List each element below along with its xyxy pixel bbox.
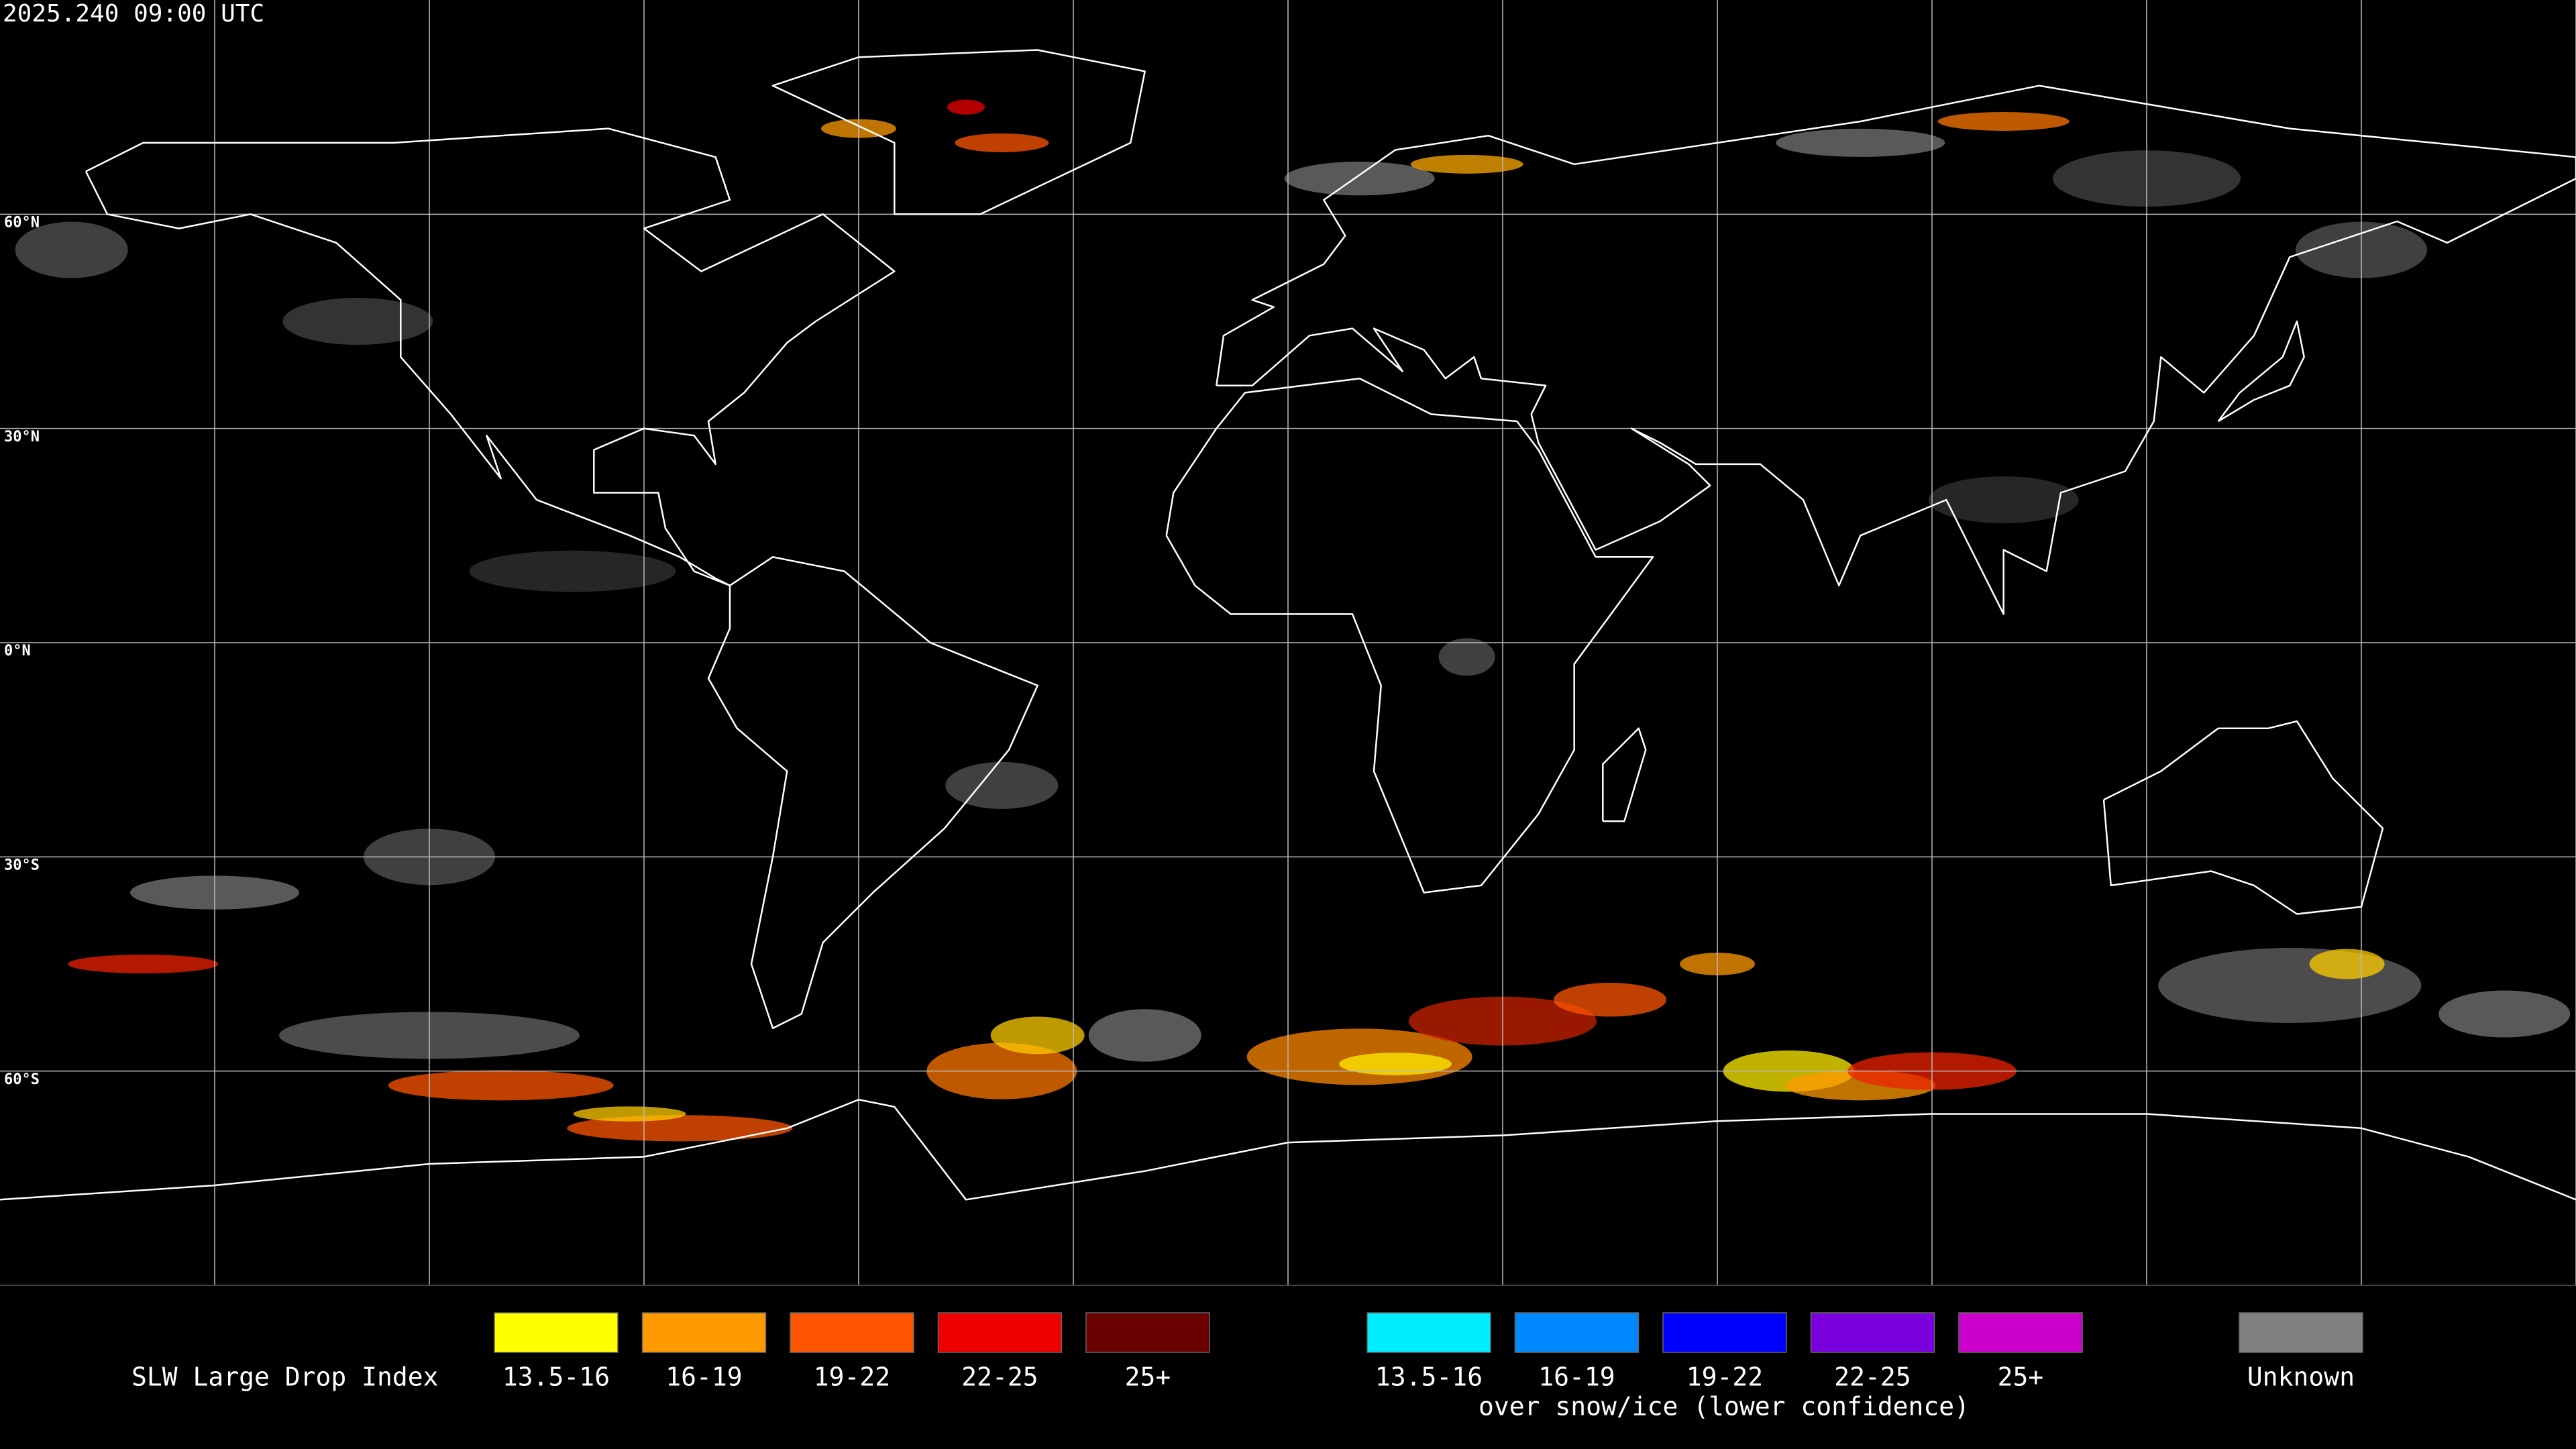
cloud-feature <box>2309 949 2385 979</box>
cloud-feature <box>573 1106 686 1122</box>
legend-swatch <box>641 1312 767 1353</box>
legend-label: 22-25 <box>961 1362 1038 1392</box>
legend-label: Unknown <box>2247 1362 2355 1392</box>
cloud-feature <box>1928 476 2079 524</box>
coastline-south-america <box>707 556 1038 1030</box>
cloud-feature <box>1776 128 1945 157</box>
cloud-feature <box>388 1070 614 1101</box>
cloud-feature <box>990 1016 1085 1055</box>
coastline-japan <box>2217 320 2305 423</box>
legend-swatch <box>1958 1312 2083 1353</box>
graticule: 60°N 30°N 0°N 30°S 60°S <box>0 0 2576 1285</box>
snow-note: over snow/ice (lower confidence) <box>1479 1392 1970 1421</box>
legend-label: 22-25 <box>1834 1362 1911 1392</box>
cloud-feature <box>1937 111 2070 131</box>
coastline-greenland <box>771 49 1146 215</box>
legend-title: SLW Large Drop Index <box>131 1362 439 1392</box>
cloud-feature <box>947 99 985 115</box>
coastline-australia <box>2102 720 2384 915</box>
cloud-layer <box>15 99 2571 1142</box>
legend-swatch <box>1662 1312 1787 1353</box>
cloud-feature <box>955 133 1049 152</box>
legend-label: 13.5-16 <box>1375 1362 1483 1392</box>
cloud-feature <box>282 298 433 345</box>
cloud-feature <box>469 550 676 592</box>
cloud-feature <box>1410 154 1523 174</box>
coastline-north-america <box>85 127 896 587</box>
cloud-feature <box>945 761 1059 809</box>
coastline-eurasia <box>1216 85 2576 615</box>
legend-label: 25+ <box>1998 1362 2044 1392</box>
legend-label: 19-22 <box>814 1362 890 1392</box>
latitude-label: 0°N <box>4 643 31 659</box>
cloud-feature <box>68 955 219 973</box>
legend-label: 13.5-16 <box>502 1362 610 1392</box>
legend-label: 19-22 <box>1686 1362 1763 1392</box>
cloud-feature <box>567 1115 793 1142</box>
cloud-feature <box>15 221 128 278</box>
cloud-feature <box>1284 161 1435 196</box>
cloud-feature <box>2438 990 2571 1038</box>
legend: SLW Large Drop Index over snow/ice (lowe… <box>131 1312 2363 1421</box>
coastline-africa <box>1165 377 1654 894</box>
legend-swatch <box>1810 1312 1935 1353</box>
cloud-feature <box>1438 638 1495 676</box>
coastlines <box>0 49 2576 1201</box>
legend-swatch <box>1366 1312 1491 1353</box>
latitude-label: 60°N <box>4 215 40 231</box>
timestamp: 2025.240 09:00 UTC <box>3 0 264 28</box>
cloud-feature <box>1339 1053 1452 1075</box>
legend-swatch <box>2239 1312 2363 1353</box>
coastline-madagascar <box>1602 727 1647 822</box>
cloud-feature <box>1088 1009 1201 1062</box>
legend-label: 16-19 <box>1538 1362 1615 1392</box>
legend-swatch <box>790 1312 914 1353</box>
legend-swatch <box>1085 1312 1210 1353</box>
coastline-antarctica <box>0 1098 2576 1201</box>
legend-label: 25+ <box>1125 1362 1171 1392</box>
latitude-label: 30°S <box>4 857 40 874</box>
legend-swatch <box>494 1312 619 1353</box>
legend-label: 16-19 <box>665 1362 742 1392</box>
latitude-label: 30°N <box>4 429 40 445</box>
latitude-label: 60°S <box>4 1071 40 1088</box>
legend-swatch <box>937 1312 1063 1353</box>
legend-swatch <box>1514 1312 1640 1353</box>
cloud-feature <box>1554 983 1666 1017</box>
